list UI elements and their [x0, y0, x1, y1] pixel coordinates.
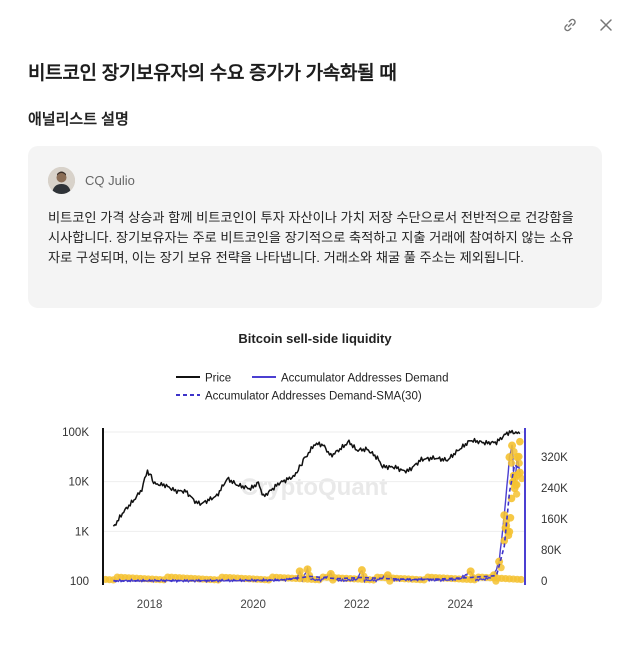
- demand-point: [508, 441, 517, 450]
- watermark: CryptoQuant: [241, 474, 388, 501]
- demand-point: [295, 567, 304, 576]
- demand-point: [492, 577, 500, 585]
- avatar: [48, 166, 75, 194]
- demand-point: [305, 571, 314, 579]
- demand-point: [357, 566, 366, 575]
- analyst-description: 비트코인 가격 상승과 함께 비트코인이 투자 자산이나 가치 저장 수단으로서…: [48, 210, 574, 265]
- demand-point: [513, 470, 522, 479]
- liquidity-dot: [517, 575, 525, 584]
- chart-svg: Bitcoin sell-side liquidity Price Accumu…: [62, 331, 568, 611]
- demand-point: [516, 437, 524, 446]
- x-tick-label: 2018: [137, 599, 163, 611]
- chart-axes: 100 1K 10K 100K 0 80K 160K 240K 320K 2018 2020 2022…: [62, 427, 568, 611]
- demand-point: [303, 565, 312, 574]
- y-left-tick-label: 100: [70, 576, 89, 588]
- demand-point: [513, 490, 521, 498]
- y-right-tick-label: 320K: [541, 452, 568, 464]
- close-icon[interactable]: [595, 14, 617, 36]
- series-price-line: [112, 429, 521, 527]
- y-right-tick-label: 240K: [541, 483, 568, 495]
- demand-point: [506, 514, 515, 522]
- y-left-tick-label: 1K: [75, 526, 89, 538]
- demand-point: [510, 447, 518, 456]
- series-sma-line: [113, 463, 521, 582]
- legend: Price Accumulator Addresses Demand Accum…: [176, 373, 448, 403]
- demand-point: [326, 570, 335, 579]
- analyst-author: CQ Julio: [48, 166, 582, 194]
- y-right-tick-label: 0: [541, 576, 547, 588]
- top-actions: [559, 14, 617, 36]
- x-tick-label: 2022: [344, 599, 370, 611]
- demand-point: [505, 527, 514, 536]
- chart-title: Bitcoin sell-side liquidity: [238, 331, 392, 346]
- demand-point: [298, 573, 306, 581]
- analyst-name: CQ Julio: [85, 172, 135, 188]
- chart-marks: [101, 429, 526, 585]
- demand-point: [500, 536, 509, 545]
- page-title: 비트코인 장기보유자의 수요 증가가 가속화될 때: [28, 63, 397, 84]
- series-demand-line: [113, 444, 521, 584]
- analyst-card: CQ Julio 비트코인 가격 상승과 함께 비트코인이 투자 자산이나 가치…: [28, 146, 602, 308]
- demand-point: [360, 572, 368, 580]
- y-left-tick-label: 10K: [69, 477, 90, 489]
- x-tick-label: 2024: [447, 599, 473, 611]
- demand-point: [514, 452, 523, 461]
- link-icon[interactable]: [559, 14, 581, 36]
- legend-price-label: Price: [205, 373, 231, 385]
- chart: Bitcoin sell-side liquidity Price Accumu…: [28, 322, 602, 622]
- demand-point: [515, 459, 523, 467]
- y-left-tick-label: 100K: [62, 427, 89, 439]
- y-right-tick-label: 160K: [541, 514, 568, 526]
- demand-point: [507, 459, 516, 467]
- demand-point: [466, 567, 475, 576]
- grid: [103, 431, 525, 582]
- section-label: 애널리스트 설명: [28, 111, 129, 128]
- legend-sma-label: Accumulator Addresses Demand-SMA(30): [205, 391, 422, 403]
- demand-point: [505, 453, 514, 462]
- demand-point: [512, 481, 521, 489]
- legend-demand-label: Accumulator Addresses Demand: [281, 373, 448, 385]
- x-tick-label: 2020: [240, 599, 266, 611]
- y-right-tick-label: 80K: [541, 545, 562, 557]
- demand-point: [383, 571, 392, 580]
